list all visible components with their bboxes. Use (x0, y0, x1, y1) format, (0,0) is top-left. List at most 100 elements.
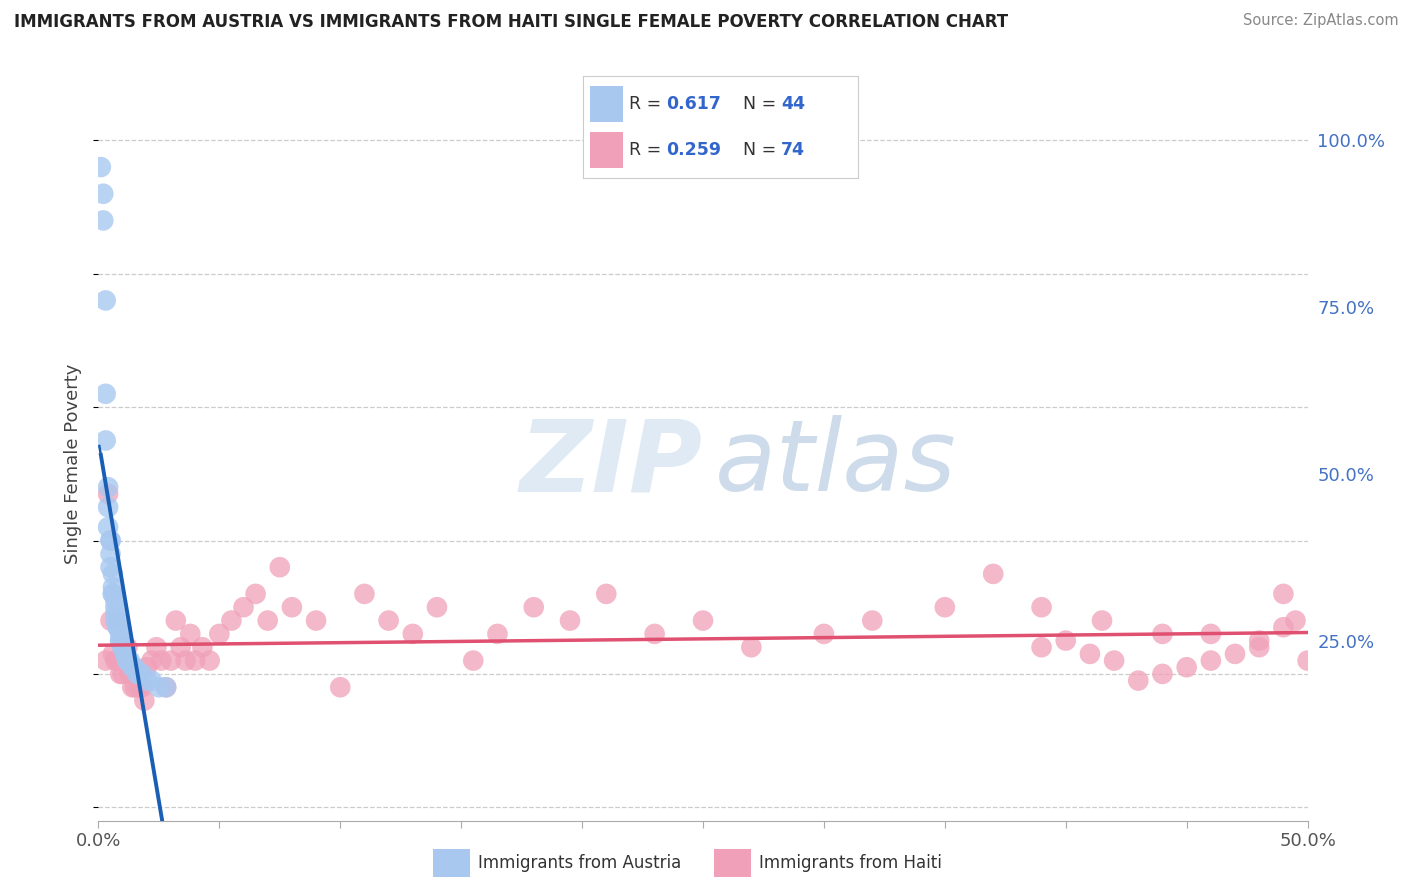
Bar (591, 132, 623, 168)
Point (108, 667, 131, 681)
Point (1199, 654, 1222, 668)
Point (150, 654, 173, 668)
Point (117, 654, 139, 668)
Point (179, 627, 201, 641)
Text: 0.259: 0.259 (666, 141, 721, 159)
Point (101, 566, 124, 581)
Bar (714, 849, 751, 877)
Point (134, 693, 156, 707)
Point (100, 533, 122, 548)
Point (104, 600, 127, 615)
Point (1102, 654, 1125, 668)
Point (121, 660, 143, 674)
Point (740, 640, 762, 655)
Point (1128, 673, 1150, 688)
Point (104, 654, 127, 668)
Point (256, 614, 278, 628)
Point (104, 593, 127, 607)
Point (100, 533, 122, 548)
Point (191, 640, 214, 655)
Text: 0.617: 0.617 (666, 95, 721, 113)
Point (305, 614, 328, 628)
Point (121, 680, 143, 694)
Text: N =: N = (742, 141, 782, 159)
Point (1091, 614, 1114, 628)
Point (100, 547, 122, 561)
Point (558, 614, 581, 628)
Point (1272, 587, 1295, 601)
Point (1284, 614, 1306, 628)
Point (108, 633, 131, 648)
Text: Immigrants from Austria: Immigrants from Austria (478, 854, 682, 872)
Point (595, 587, 617, 601)
Point (221, 614, 243, 628)
Point (644, 627, 666, 641)
Point (184, 654, 207, 668)
Point (127, 667, 149, 681)
Point (208, 627, 231, 641)
Point (91, 186, 114, 201)
Point (402, 627, 425, 641)
Point (523, 600, 546, 615)
Point (114, 647, 136, 661)
Point (124, 660, 146, 674)
Point (91, 213, 114, 227)
Point (111, 667, 134, 681)
Point (1152, 667, 1174, 681)
Point (94, 386, 117, 401)
Point (117, 640, 139, 655)
Point (329, 680, 352, 694)
Point (426, 600, 449, 615)
Point (1031, 640, 1053, 655)
Point (1249, 640, 1271, 655)
Point (1223, 647, 1246, 661)
Point (148, 680, 170, 694)
Point (100, 614, 122, 628)
Bar (591, 87, 623, 122)
Text: Immigrants from Haiti: Immigrants from Haiti (759, 854, 942, 872)
Point (135, 673, 157, 688)
Point (101, 580, 124, 594)
Point (1152, 627, 1174, 641)
Point (463, 654, 485, 668)
Point (97, 520, 120, 534)
Point (107, 620, 129, 634)
Point (97, 500, 120, 515)
Text: 74: 74 (780, 141, 804, 159)
Point (1296, 654, 1319, 668)
Point (118, 667, 141, 681)
Point (934, 600, 956, 615)
Point (94, 434, 117, 448)
Point (1199, 627, 1222, 641)
Point (169, 640, 191, 655)
Point (281, 600, 304, 615)
Point (111, 640, 134, 655)
Point (101, 647, 124, 661)
Point (692, 614, 714, 628)
Point (108, 627, 131, 641)
Point (118, 654, 141, 668)
Point (127, 667, 149, 681)
Text: N =: N = (742, 95, 782, 113)
Point (981, 566, 1004, 581)
Point (100, 560, 122, 574)
Text: IMMIGRANTS FROM AUSTRIA VS IMMIGRANTS FROM HAITI SINGLE FEMALE POVERTY CORRELATI: IMMIGRANTS FROM AUSTRIA VS IMMIGRANTS FR… (14, 13, 1008, 31)
Text: R =: R = (628, 141, 666, 159)
Point (107, 654, 129, 668)
Point (353, 587, 375, 601)
Point (131, 680, 153, 694)
Point (104, 614, 127, 628)
Bar (433, 849, 470, 877)
Point (104, 607, 127, 621)
Point (131, 667, 153, 681)
Point (111, 633, 134, 648)
Point (269, 560, 291, 574)
Point (90, 160, 112, 174)
Text: R =: R = (628, 95, 666, 113)
Point (114, 654, 136, 668)
Point (1078, 647, 1101, 661)
Point (1272, 620, 1295, 634)
Point (97, 480, 120, 494)
Point (165, 614, 187, 628)
Point (198, 654, 221, 668)
